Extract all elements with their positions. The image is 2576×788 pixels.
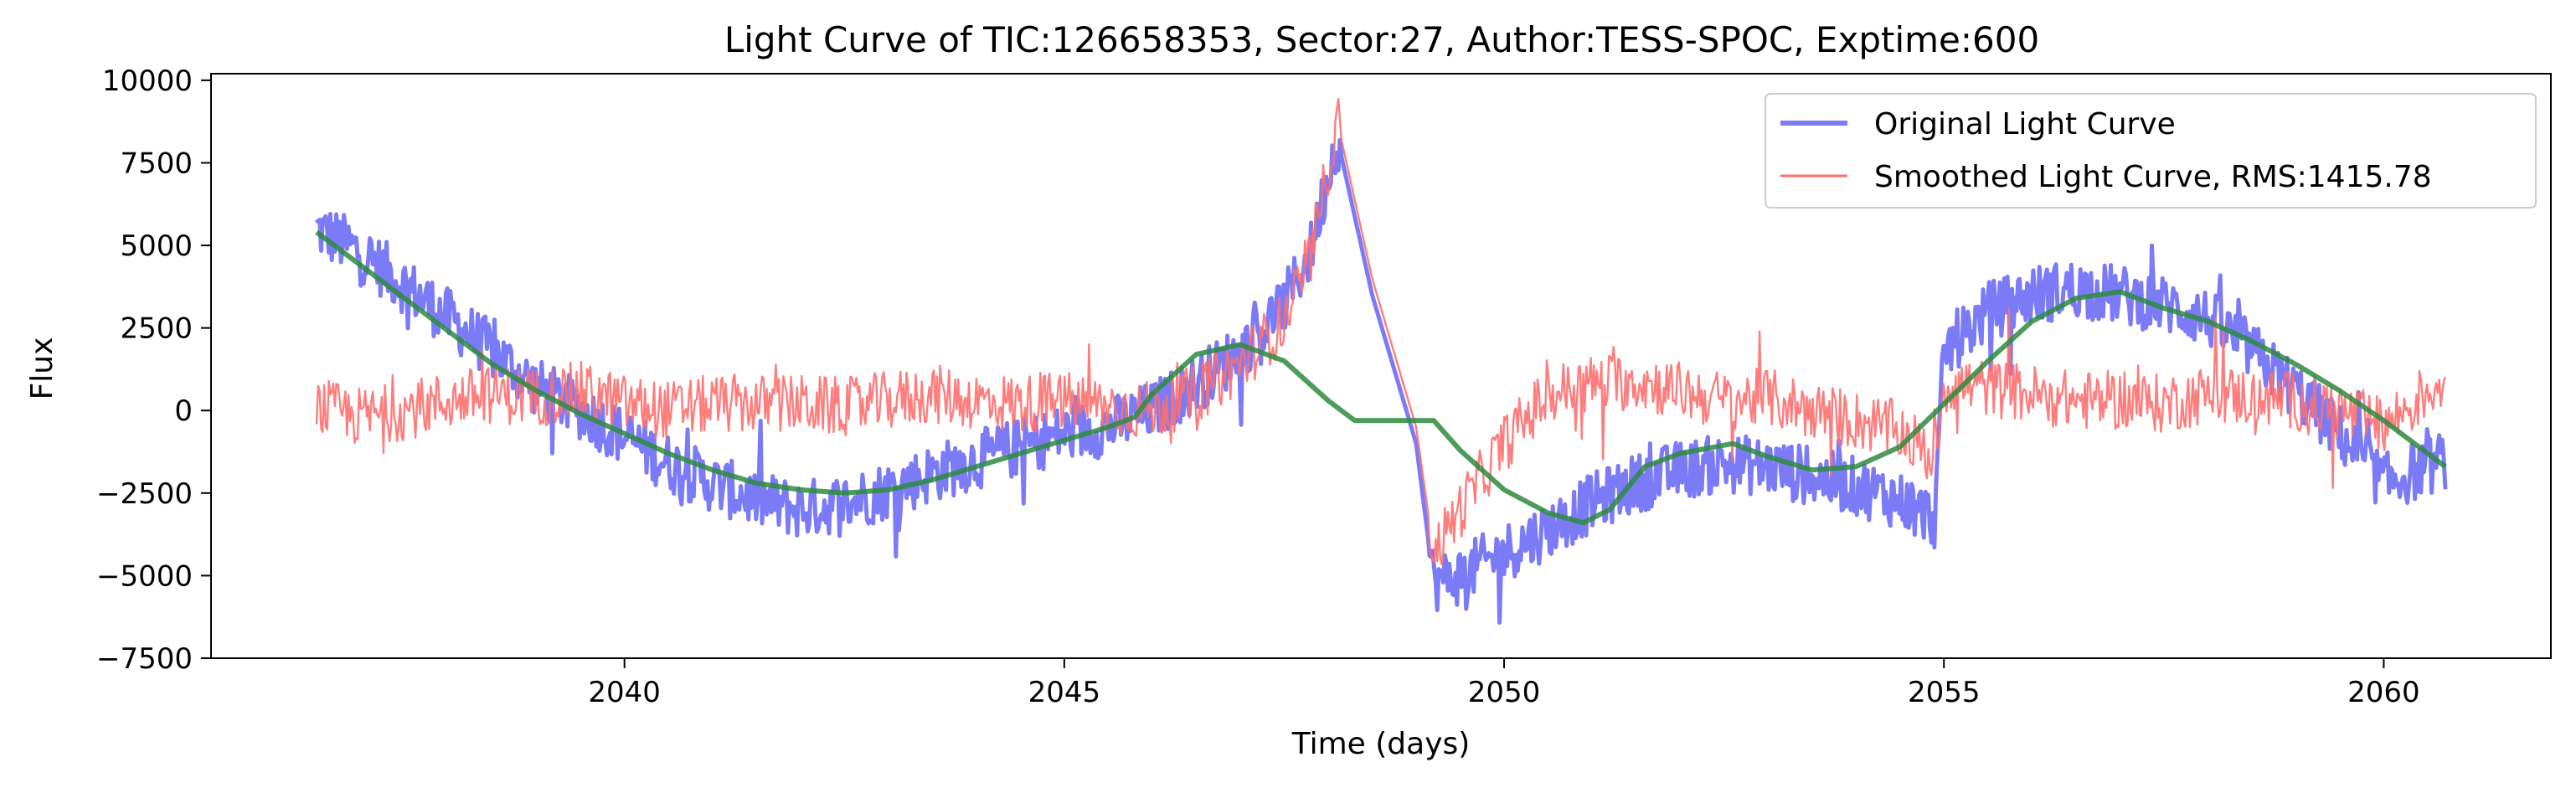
y-axis: −7500 −5000 −2500 0 2500 5000 7500 10000 — [96, 64, 211, 676]
series-smoothed-light-curve — [315, 97, 2447, 566]
y-tick-label: 5000 — [120, 229, 193, 263]
chart-title: Light Curve of TIC:126658353, Sector:27,… — [724, 19, 2039, 60]
series-trend-line — [315, 229, 2447, 526]
legend-label-smoothed: Smoothed Light Curve, RMS:1415.78 — [1874, 160, 2432, 194]
series-original-light-curve — [314, 137, 2448, 625]
x-axis: 2040 2045 2050 2055 2060 — [588, 658, 2420, 709]
x-tick-label: 2055 — [1908, 676, 1981, 709]
x-tick-label: 2060 — [2347, 676, 2420, 709]
y-tick-label: 7500 — [120, 147, 193, 180]
plot-frame — [210, 73, 2552, 659]
legend-box — [1765, 93, 2537, 209]
x-tick-label: 2050 — [1468, 676, 1541, 709]
legend: Original Light Curve Smoothed Light Curv… — [1765, 93, 2537, 209]
x-tick-label: 2045 — [1028, 676, 1101, 709]
legend-label-original: Original Light Curve — [1874, 107, 2176, 142]
y-tick-label: −7500 — [96, 642, 193, 676]
series-layer — [314, 97, 2448, 625]
y-tick-label: −2500 — [96, 477, 193, 511]
x-axis-label: Time (days) — [1291, 727, 1471, 761]
y-tick-label: 10000 — [102, 64, 193, 98]
x-tick-label: 2040 — [588, 676, 661, 709]
y-axis-label: Flux — [25, 337, 59, 400]
y-tick-label: 0 — [174, 394, 193, 428]
y-tick-label: 2500 — [120, 312, 193, 346]
y-tick-label: −5000 — [96, 559, 193, 593]
